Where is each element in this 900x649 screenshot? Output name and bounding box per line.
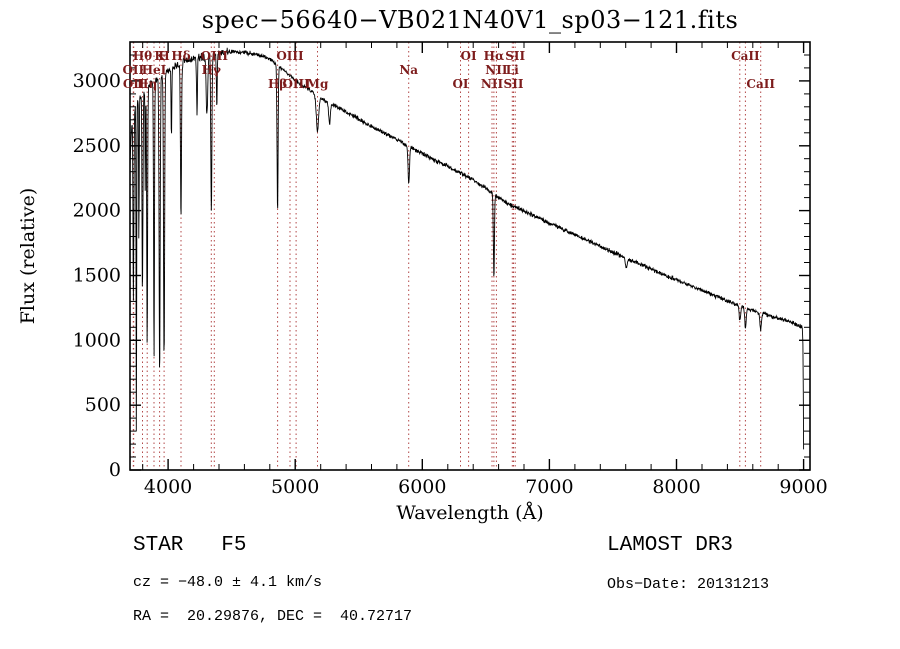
plot-box xyxy=(129,41,811,471)
spectral-line-label: HeI xyxy=(142,63,167,77)
x-tick-label: 6000 xyxy=(398,476,446,498)
spectral-line-label: CaII xyxy=(746,77,775,91)
axes: 4000 5000 6000 7000 8000 9000 0 500 1000 1500 2000… xyxy=(73,41,828,498)
spectral-line-label: OII xyxy=(122,63,144,77)
object-class-label: STAR F5 xyxy=(133,534,247,557)
spectral-line-label: OIII xyxy=(276,49,304,63)
y-axis-label: Flux (relative) xyxy=(17,188,39,325)
plot-title: spec−56640−VB021N40V1_sp03−121.fits xyxy=(201,6,739,34)
spectral-line-label: SII xyxy=(505,49,525,63)
spectral-line-label: Hβ xyxy=(268,77,287,91)
spectral-line-label: NII xyxy=(481,77,504,91)
spectrum-trace xyxy=(130,47,805,450)
x-tick-label: 9000 xyxy=(779,476,827,498)
y-tick-label: 2000 xyxy=(73,200,121,222)
obs-date-label: Obs−Date: 20131213 xyxy=(607,576,770,593)
spectral-line-label: NII xyxy=(485,63,508,77)
radial-velocity-label: cz = −48.0 ± 4.1 km/s xyxy=(133,574,323,591)
y-tick-label: 1000 xyxy=(73,329,121,351)
spectral-line-label: CaII xyxy=(731,49,760,63)
spectral-line-label: Hθ xyxy=(133,49,152,63)
spectral-line-label: Hα xyxy=(484,49,505,63)
spectral-line-label: H xyxy=(158,49,169,63)
x-tick-label: 8000 xyxy=(652,476,700,498)
spectral-line-label: Na xyxy=(399,63,418,77)
x-tick-label: 4000 xyxy=(144,476,192,498)
y-tick-label: 2500 xyxy=(73,135,121,157)
ra-dec-label: RA = 20.29876, DEC = 40.72717 xyxy=(133,608,413,625)
spectral-line-label: OII xyxy=(123,77,145,91)
y-tick-label: 0 xyxy=(109,459,121,481)
spectral-line-label: OI xyxy=(452,77,468,91)
survey-release-label: LAMOST DR3 xyxy=(607,534,734,557)
spectral-line-label: Hγ xyxy=(202,63,221,77)
spectral-line-label: K xyxy=(154,49,165,63)
spectrum-trace-line xyxy=(130,47,805,450)
spectral-line-label: Hδ xyxy=(171,49,190,63)
spectral-line-label: SII xyxy=(504,77,524,91)
spectral-line-label: OI xyxy=(461,49,477,63)
spectral-line-label: OIII xyxy=(201,49,229,63)
y-tick-label: 1500 xyxy=(73,265,121,287)
x-tick-label: 7000 xyxy=(525,476,573,498)
spectral-line-label: Mg xyxy=(307,77,329,91)
x-axis-label: Wavelength (Å) xyxy=(396,502,543,524)
spectral-marker-lines xyxy=(132,42,762,470)
spectral-line-label: Hη xyxy=(137,77,157,91)
spectral-line-label: Li xyxy=(506,63,519,77)
y-tick-label: 500 xyxy=(85,394,121,416)
spectral-line-label: OIII xyxy=(282,77,310,91)
y-tick-label: 3000 xyxy=(73,70,121,92)
x-tick-label: 5000 xyxy=(271,476,319,498)
